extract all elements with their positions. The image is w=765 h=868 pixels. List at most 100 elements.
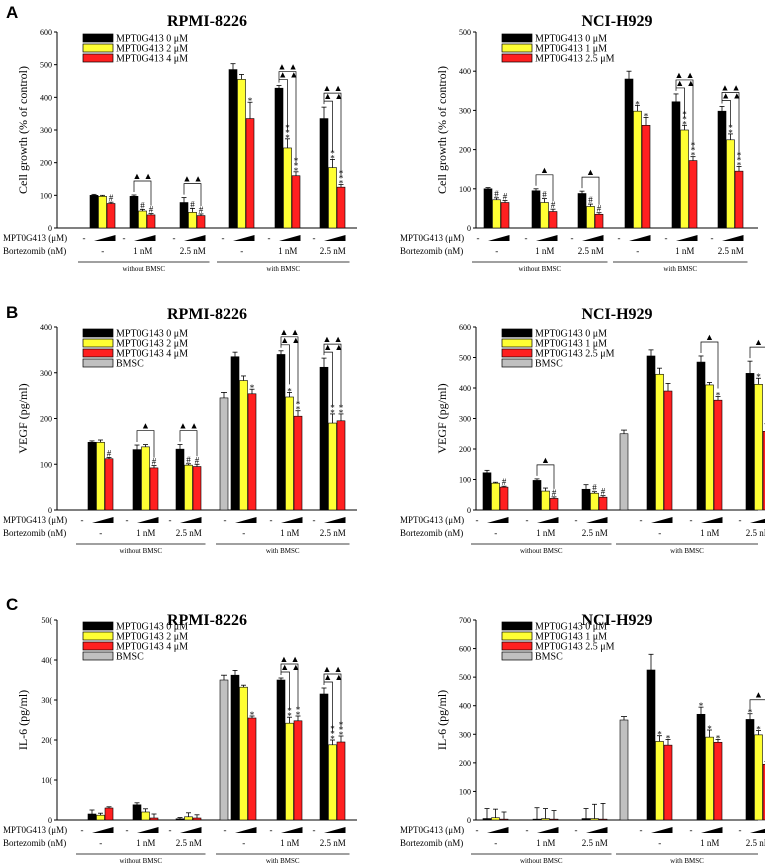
dose-minus: -: [81, 515, 84, 525]
y-tick-label: 0: [48, 506, 52, 515]
dose-wedge: [180, 517, 202, 523]
significance-mark: #: [195, 455, 200, 465]
bracket-marker: ▲: [586, 167, 595, 177]
bar: [655, 373, 664, 511]
bracket: [281, 344, 290, 385]
y-axis-label: IL-6 (pg/ml): [435, 690, 449, 750]
bar: [245, 118, 255, 229]
significance-mark: *: [699, 701, 704, 711]
bar: [291, 175, 301, 229]
significance-mark: *: [250, 710, 255, 720]
significance-mark: #: [592, 483, 597, 493]
group-label: with BMSC: [670, 857, 704, 865]
chart-title: RPMI-8226: [167, 306, 247, 323]
legend-swatch: [82, 328, 114, 338]
legend-swatch: [501, 348, 533, 358]
bar: [762, 763, 765, 821]
significance-mark: #: [140, 200, 145, 210]
legend-label: MPT0G413 4 μM: [116, 54, 188, 65]
dose-wedge: [235, 517, 257, 523]
dose-wedge: [701, 517, 723, 523]
y-tick-label: 300: [40, 126, 52, 135]
bar: [230, 674, 240, 821]
significance-mark: *: [339, 408, 344, 418]
dose-minus: -: [690, 515, 693, 525]
significance-mark: *: [330, 408, 335, 418]
bar: [274, 87, 284, 229]
group-label: with BMSC: [266, 857, 300, 865]
y-tick-label: 100: [459, 476, 471, 485]
bracket: [279, 79, 288, 131]
dose-minus: -: [123, 233, 126, 243]
significance-mark: *: [296, 405, 301, 415]
condition-label: -: [242, 838, 245, 848]
bracket-marker: ▲: [754, 337, 763, 347]
dose-minus: -: [711, 233, 714, 243]
chart-title: NCI-H929: [581, 13, 652, 30]
legend-label: MPT0G143 0 μM: [535, 329, 607, 340]
condition-label: -: [99, 838, 102, 848]
bar: [696, 713, 706, 821]
dose-minus: -: [126, 515, 129, 525]
chart-title: NCI-H929: [581, 612, 652, 629]
dose-minus: -: [575, 825, 578, 835]
chart-5: NCI-H929 0 100 200 300 400 500 600 700 IL-6 (pg/m…: [400, 612, 765, 865]
group-label: without BMSC: [119, 547, 162, 555]
bracket: [278, 71, 297, 164]
dose-minus: -: [477, 233, 480, 243]
dose-wedge: [281, 827, 303, 833]
bar: [548, 211, 558, 229]
bar: [705, 736, 714, 821]
significance-mark: *: [294, 166, 299, 176]
y-tick-label: 100: [459, 787, 471, 796]
y-tick-label: 100: [40, 460, 52, 469]
condition-label: 1 nM: [280, 838, 299, 848]
bar: [705, 384, 714, 511]
significance-mark: #: [551, 200, 556, 210]
bar: [192, 466, 202, 511]
dose-minus: -: [224, 515, 227, 525]
significance-mark: *: [296, 400, 301, 410]
significance-mark: *: [748, 708, 753, 718]
dose-wedge: [94, 235, 116, 241]
y-tick-label: 40(: [41, 656, 52, 665]
y-axis-label: VEGF (pg/ml): [16, 383, 30, 453]
y-tick-label: 600: [459, 323, 471, 332]
chart-title: RPMI-8226: [167, 13, 247, 30]
bar: [499, 486, 509, 511]
bar: [89, 195, 99, 229]
row-label-drug: MPT0G413 (μM): [3, 233, 67, 243]
legend-label: MPT0G143 4 μM: [116, 349, 188, 360]
significance-mark: #: [494, 189, 499, 199]
dose-wedge: [233, 235, 255, 241]
dose-minus: -: [313, 515, 316, 525]
bar: [196, 215, 206, 229]
dose-wedge: [92, 827, 114, 833]
dose-minus: -: [313, 825, 316, 835]
bracket-marker: ▲ ▲: [721, 90, 741, 100]
condition-label: 2.5 nM: [582, 528, 608, 538]
bracket-marker: ▲ ▲: [323, 342, 343, 352]
legend-swatch: [82, 641, 114, 651]
significance-mark: #: [552, 488, 557, 498]
bar: [734, 170, 744, 229]
panel-letter-C: C: [6, 595, 18, 614]
bracket: [749, 346, 765, 359]
significance-mark: *: [756, 725, 761, 735]
y-tick-label: 600: [40, 28, 52, 37]
y-axis-label: IL-6 (pg/ml): [16, 690, 30, 750]
significance-mark: *: [691, 151, 696, 161]
dose-wedge: [750, 518, 765, 523]
significance-mark: *: [339, 174, 344, 184]
bracket-marker: ▲: [541, 455, 550, 465]
y-tick-label: 200: [40, 415, 52, 424]
bar: [146, 214, 156, 229]
bar: [594, 213, 604, 229]
group-label: with BMSC: [663, 265, 697, 273]
legend-label: MPT0G413 2 μM: [116, 44, 188, 55]
significance-mark: *: [635, 99, 640, 109]
legend-swatch: [501, 358, 533, 368]
bar: [328, 167, 337, 229]
bar: [129, 196, 139, 229]
legend-label: MPT0G143 0 μM: [116, 329, 188, 340]
